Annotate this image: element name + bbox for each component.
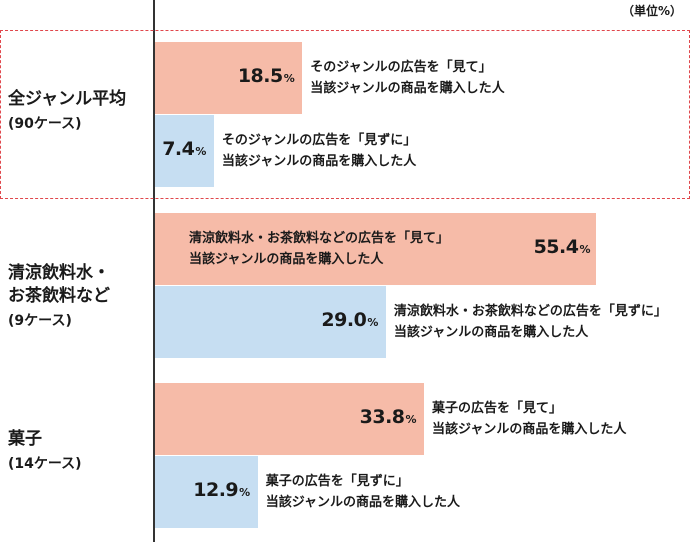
description-line: 当該ジャンルの商品を購入した人 <box>221 154 417 169</box>
bar-unseen <box>155 456 258 528</box>
bar-description: 清涼飲料水・お茶飲料などの広告を「見て」 当該ジャンルの商品を購入した人 <box>189 228 449 270</box>
unit-label: （単位%） <box>621 4 682 18</box>
bar-description: そのジャンルの広告を「見て」 当該ジャンルの商品を購入した人 <box>310 57 504 99</box>
percent-sign: % <box>579 243 590 256</box>
value-label: 29.0% <box>321 309 378 331</box>
bar-unseen <box>155 115 214 187</box>
value-label: 55.4% <box>533 236 591 258</box>
value-label: 33.8% <box>359 406 417 428</box>
description-line: 当該ジャンルの商品を購入した人 <box>432 422 627 437</box>
description-line: 菓子の広告を「見ずに」 <box>265 474 409 489</box>
group-name: 全ジャンル平均 <box>8 89 127 109</box>
percent-sign: % <box>405 413 417 426</box>
description-line: 当該ジャンルの商品を購入した人 <box>310 81 505 96</box>
value-label: 7.4% <box>162 138 206 160</box>
description-line: 清涼飲料水・お茶飲料などの広告を「見て」 <box>189 231 450 246</box>
value-label: 18.5% <box>237 65 295 87</box>
axis-line <box>153 0 155 542</box>
description-line: そのジャンルの広告を「見て」 <box>310 60 492 75</box>
description-line: 菓子の広告を「見て」 <box>432 401 563 416</box>
percent-sign: % <box>239 486 250 499</box>
description-line: 当該ジャンルの商品を購入した人 <box>265 495 461 510</box>
group-label: 清涼飲料水・ お茶飲料など (9ケース) <box>8 262 110 331</box>
bar-description: 菓子の広告を「見て」当該ジャンルの商品を購入した人 <box>432 398 626 440</box>
bar-description: 清涼飲料水・お茶飲料などの広告を「見ずに」 当該ジャンルの商品を購入した人 <box>394 301 667 343</box>
bar-seen <box>155 42 303 114</box>
description-line: 清涼飲料水・お茶飲料などの広告を「見ずに」 <box>393 304 667 319</box>
value-number: 33.8 <box>359 406 405 428</box>
group-label: 全ジャンル平均 (90ケース) <box>8 88 126 134</box>
group-count: (9ケース) <box>8 312 72 329</box>
bar-seen <box>155 213 596 285</box>
group-name: 清涼飲料水・ <box>8 263 110 283</box>
bar-seen <box>155 383 425 455</box>
bar-description: そのジャンルの広告を「見ずに」 当該ジャンルの商品を購入した人 <box>222 130 416 172</box>
group-label: 菓子 (14ケース) <box>8 428 82 474</box>
percent-sign: % <box>195 145 206 158</box>
value-number: 12.9 <box>193 479 239 501</box>
description-line: 当該ジャンルの商品を購入した人 <box>393 325 589 340</box>
value-label: 12.9% <box>193 479 250 501</box>
group-count: (90ケース) <box>8 115 82 132</box>
description-line: そのジャンルの広告を「見ずに」 <box>221 133 417 148</box>
bar-description: 菓子の広告を「見ずに」当該ジャンルの商品を購入した人 <box>266 471 460 513</box>
group-count: (14ケース) <box>8 455 82 472</box>
percent-sign: % <box>367 316 378 329</box>
group-name: お茶飲料など <box>8 285 110 306</box>
value-number: 7.4 <box>162 138 195 160</box>
value-number: 18.5 <box>237 65 283 87</box>
percent-sign: % <box>283 72 295 85</box>
value-number: 55.4 <box>533 236 579 258</box>
bar-unseen <box>155 286 386 358</box>
description-line: 当該ジャンルの商品を購入した人 <box>189 252 384 267</box>
value-number: 29.0 <box>321 309 367 331</box>
group-name: 菓子 <box>8 429 42 449</box>
